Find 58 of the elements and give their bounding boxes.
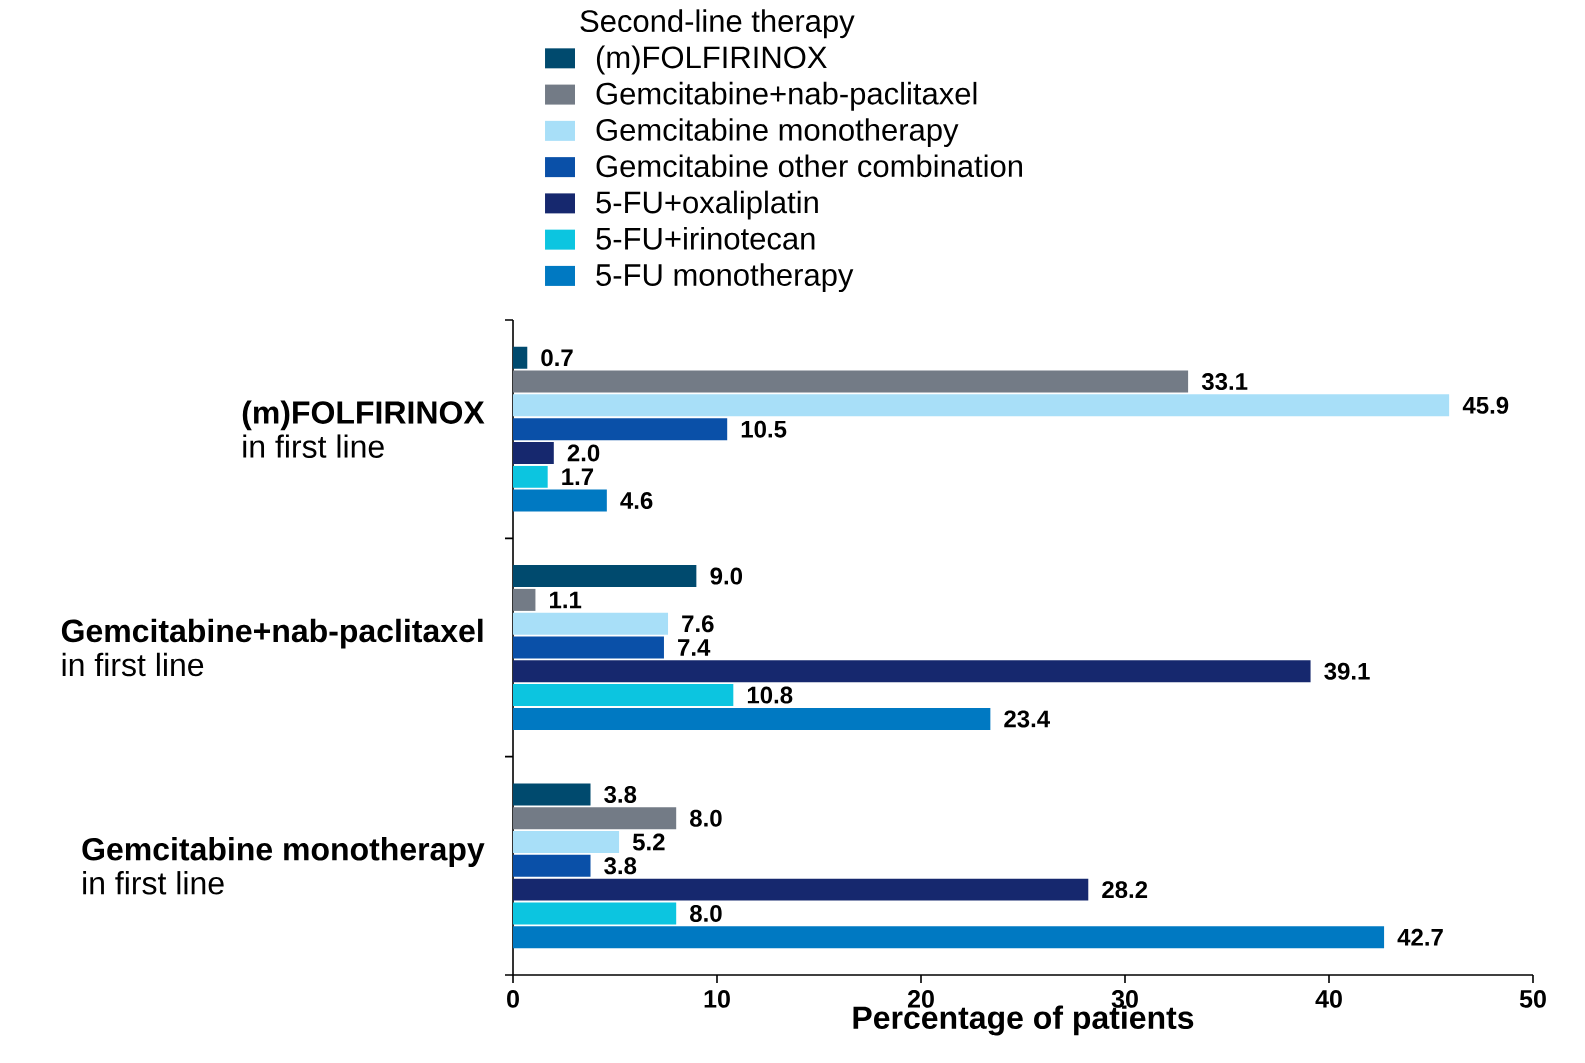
bar	[513, 854, 591, 877]
data-label: 39.1	[1324, 662, 1370, 680]
x-tick-label: 0	[507, 990, 519, 1008]
bar	[513, 588, 536, 611]
bar	[513, 370, 1189, 393]
bar	[513, 489, 607, 512]
data-label: 8.0	[690, 809, 722, 827]
legend-label: (m)FOLFIRINOX	[596, 45, 827, 75]
legend-label: Gemcitabine other combination	[596, 154, 1022, 178]
legend-label: 5-FU monotherapy	[596, 263, 854, 293]
y-tick-label: Gemcitabine monotherapy in first line	[82, 837, 485, 895]
data-label: 3.8	[604, 857, 637, 875]
data-label: 0.7	[541, 349, 573, 367]
bar	[513, 394, 1450, 417]
bar	[513, 636, 664, 659]
bar	[513, 660, 1311, 683]
bar	[513, 878, 1089, 901]
data-label: 7.6	[682, 615, 714, 633]
legend-title: Second-line therapy	[580, 9, 855, 39]
data-label: 9.0	[710, 567, 743, 585]
x-tick-label: 20	[907, 990, 934, 1008]
bar	[513, 441, 554, 464]
legend-label: Gemcitabine+nab-paclitaxel	[596, 81, 977, 111]
bar	[513, 807, 677, 830]
data-label: 8.0	[690, 904, 722, 922]
bar	[513, 783, 591, 806]
bar	[513, 346, 528, 369]
data-label: 1.7	[562, 468, 594, 486]
bar	[513, 684, 734, 707]
y-tick-label: Gemcitabine+nab-paclitaxel in first line	[61, 618, 483, 677]
x-tick-label: 40	[1315, 990, 1342, 1008]
data-label: 5.2	[632, 833, 665, 851]
legend-label: 5-FU+irinotecan	[596, 226, 815, 250]
bar	[513, 707, 991, 730]
data-label: 7.4	[678, 639, 711, 656]
data-label: 42.7	[1397, 928, 1443, 946]
legend-label: 5-FU+oxaliplatin	[596, 190, 818, 220]
data-label: 1.1	[550, 591, 582, 609]
data-label: 2.0	[567, 444, 600, 462]
x-tick-label: 50	[1519, 990, 1546, 1008]
data-label: 23.4	[1004, 710, 1050, 728]
bar	[513, 902, 677, 925]
y-tick-label: (m)FOLFIRINOX in first line	[242, 400, 485, 458]
data-label: 3.8	[604, 785, 637, 803]
bar	[513, 612, 669, 635]
bar	[513, 926, 1385, 949]
bar	[513, 565, 697, 588]
legend-label: Gemcitabine monotherapy	[596, 118, 959, 148]
data-label: 45.9	[1462, 396, 1509, 414]
data-label: 4.6	[620, 492, 653, 510]
x-tick-label: 10	[704, 990, 730, 1008]
bar	[513, 418, 728, 441]
data-label: 10.5	[741, 420, 787, 438]
data-label: 28.2	[1102, 881, 1148, 899]
bar	[513, 831, 620, 854]
data-label: 10.8	[747, 686, 793, 704]
bar	[513, 465, 548, 488]
data-label: 33.1	[1201, 373, 1248, 391]
